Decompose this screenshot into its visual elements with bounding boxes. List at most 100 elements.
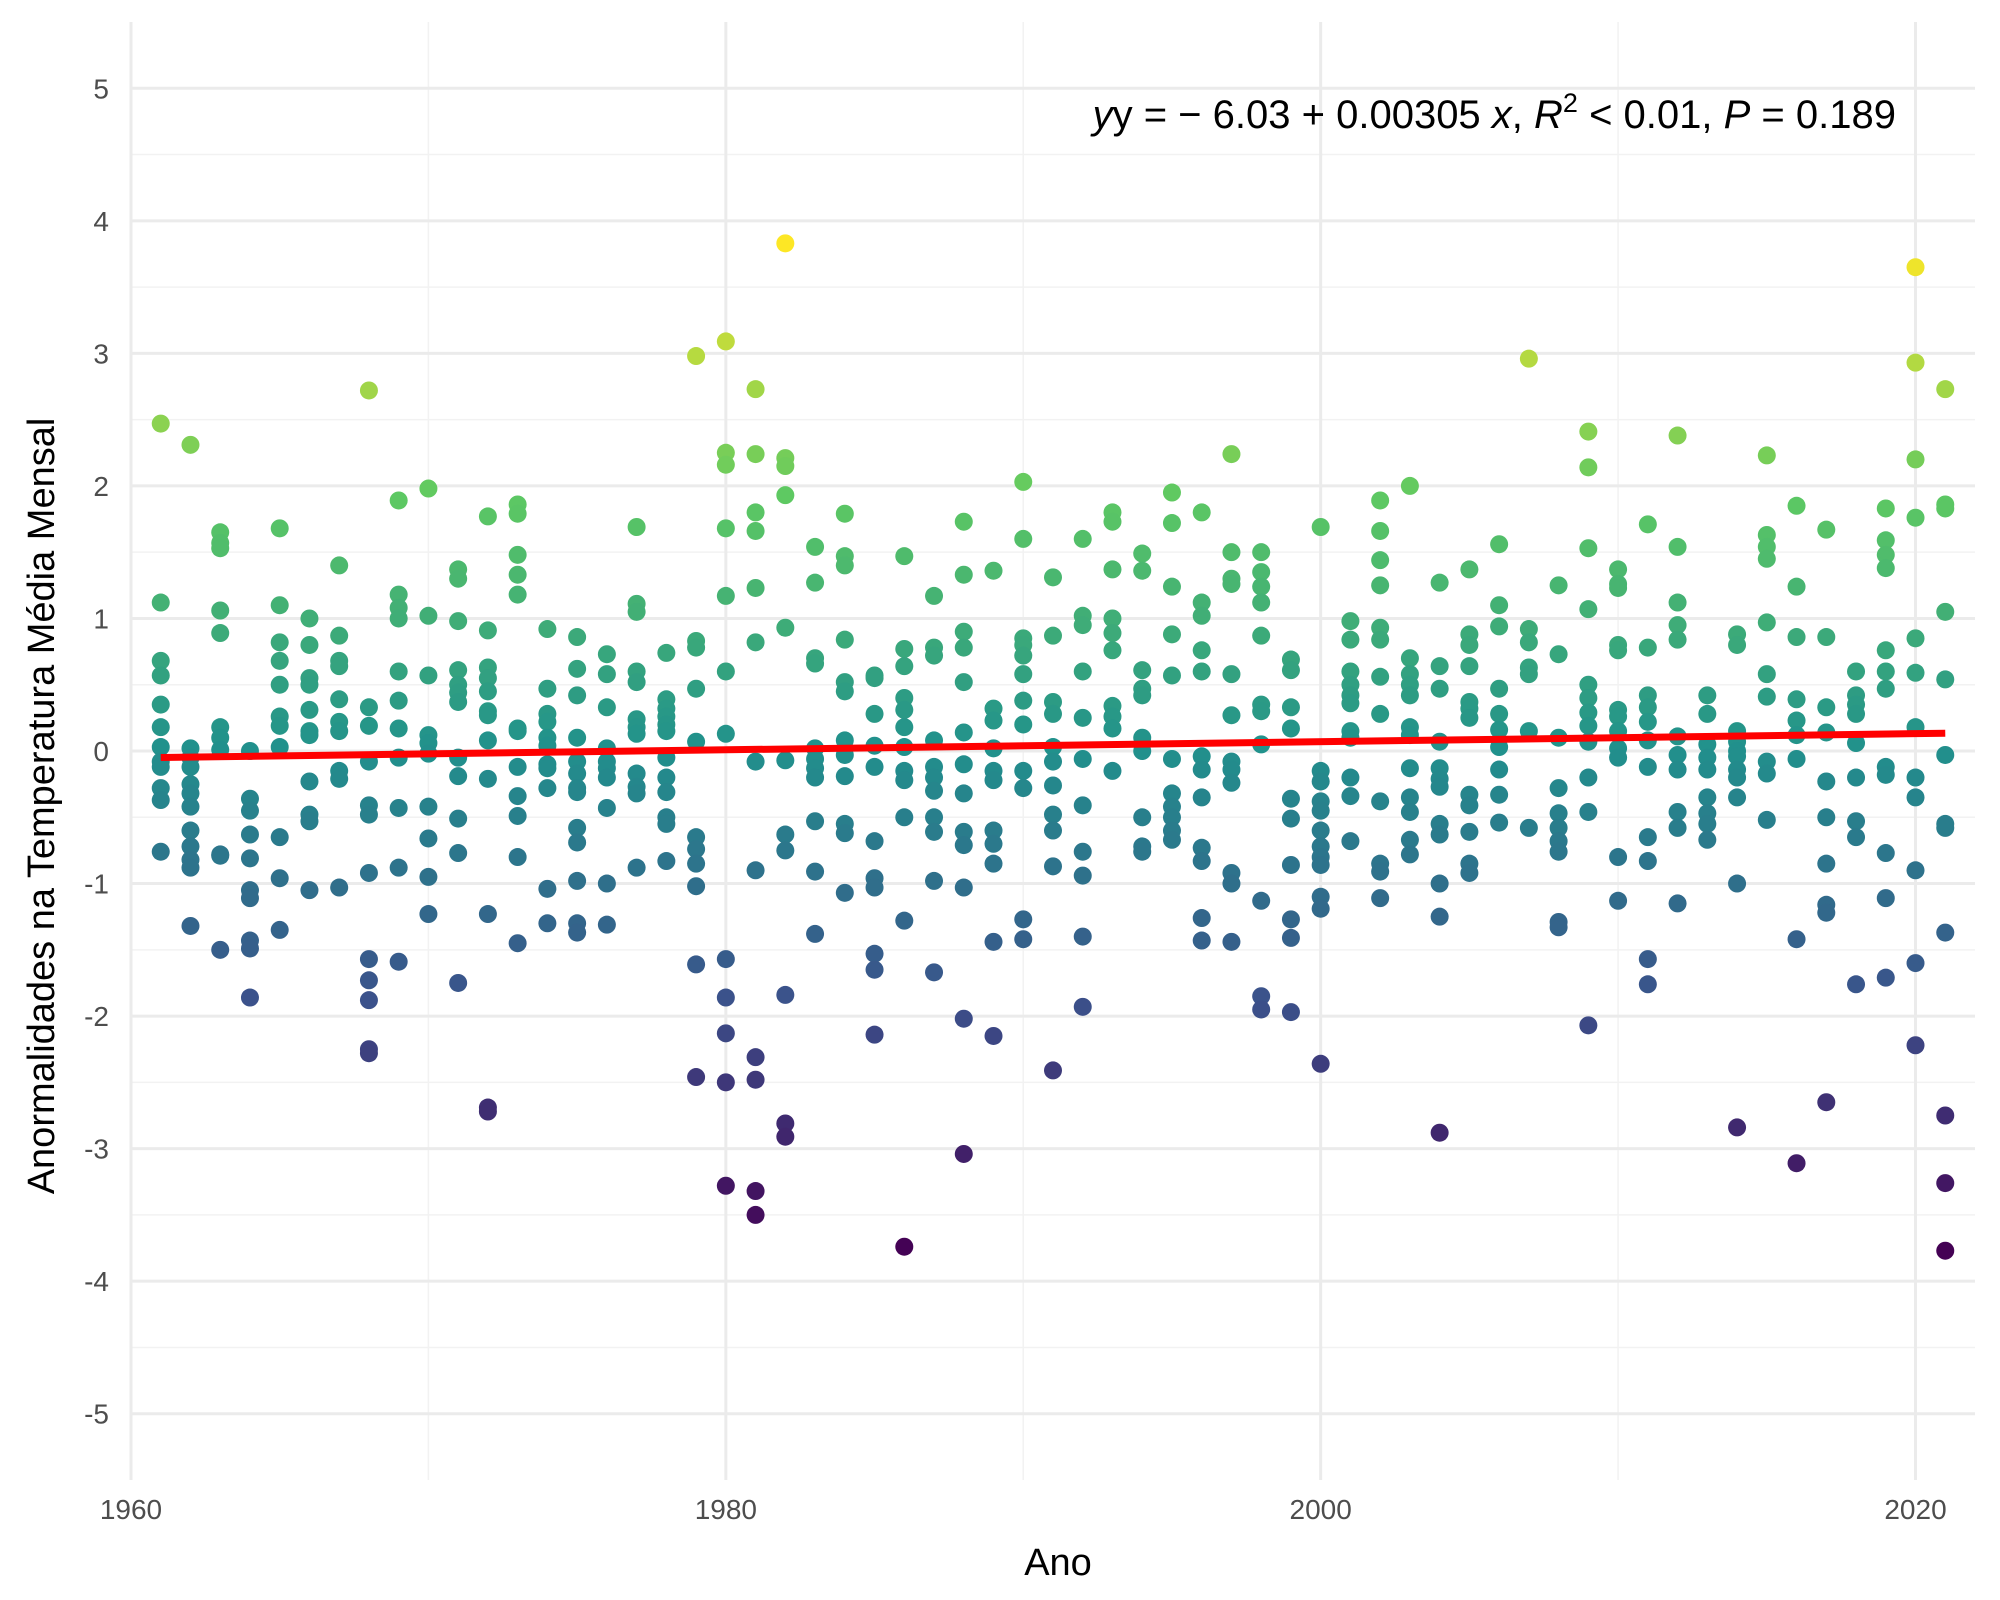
data-point [1400, 686, 1419, 705]
data-point [1371, 704, 1390, 723]
data-point [1430, 825, 1449, 844]
data-point [300, 772, 319, 791]
data-point [508, 806, 527, 825]
x-tick-label: 2020 [1884, 1494, 1946, 1525]
data-point [1936, 1106, 1955, 1125]
data-point [1044, 704, 1062, 723]
eq-p-value: = 0.189 [1750, 93, 1896, 137]
data-point [1757, 764, 1776, 783]
data-point [419, 905, 438, 924]
data-point [984, 854, 1003, 873]
data-point [1460, 635, 1479, 654]
y-tick-label: 4 [93, 206, 109, 237]
data-point [449, 844, 468, 863]
data-point [1876, 559, 1895, 578]
data-point [1609, 641, 1628, 660]
data-point [1252, 577, 1271, 596]
y-tick-label: 1 [93, 603, 109, 634]
data-point [835, 767, 854, 786]
data-point [151, 651, 170, 670]
eq-r-exponent: 2 [1563, 88, 1578, 118]
data-point [1549, 918, 1568, 937]
data-point [508, 545, 527, 564]
data-point [1817, 1093, 1836, 1112]
x-axis-title: Ano [1024, 1542, 1092, 1584]
data-point [1162, 784, 1181, 803]
data-point [1579, 539, 1598, 558]
data-point [1311, 772, 1330, 791]
data-point [835, 824, 854, 843]
data-point [1698, 760, 1717, 779]
data-point [806, 862, 825, 881]
data-point [627, 673, 646, 692]
data-point [895, 1237, 914, 1256]
data-point [1728, 635, 1747, 654]
data-point [300, 812, 319, 831]
data-point [1668, 537, 1687, 556]
data-point [1222, 445, 1241, 464]
data-point [687, 955, 706, 974]
data-point [538, 679, 557, 698]
data-point [1936, 602, 1955, 621]
data-point [1311, 899, 1330, 918]
data-point [1817, 772, 1836, 791]
data-point [1549, 576, 1568, 595]
data-point [835, 556, 854, 575]
data-point [181, 837, 200, 856]
data-point [211, 940, 230, 959]
data-point [1341, 694, 1360, 713]
data-point [1549, 842, 1568, 861]
data-point [1044, 805, 1062, 824]
data-point [746, 521, 765, 540]
data-point [1817, 854, 1836, 873]
data-point [508, 585, 527, 604]
data-point [1638, 975, 1657, 994]
data-point [687, 638, 706, 657]
data-point [211, 846, 230, 865]
data-point [1103, 512, 1122, 531]
data-point [1192, 931, 1211, 950]
data-point [1579, 703, 1598, 722]
data-point [211, 601, 230, 620]
data-point [270, 920, 289, 939]
data-point [1519, 633, 1538, 652]
data-point [1787, 690, 1806, 709]
data-point [449, 973, 468, 992]
data-point [657, 722, 676, 741]
data-point [865, 960, 884, 979]
data-point [151, 593, 170, 612]
data-point [1668, 616, 1687, 635]
data-point [508, 934, 527, 953]
data-point [1222, 665, 1241, 684]
data-point [270, 738, 289, 757]
data-point [1371, 862, 1390, 881]
data-point [568, 728, 587, 747]
y-tick-label: -4 [84, 1266, 109, 1297]
data-point [1906, 450, 1925, 469]
data-point [478, 669, 497, 688]
data-point [716, 1176, 735, 1195]
eq-r-value: < 0.01, [1578, 93, 1724, 137]
data-point [657, 814, 676, 833]
data-point [330, 769, 349, 788]
data-point [865, 832, 884, 851]
data-point [538, 779, 557, 798]
data-point [1073, 529, 1092, 548]
data-point [419, 867, 438, 886]
data-point [449, 569, 468, 588]
data-point [300, 700, 319, 719]
x-tick-label: 1980 [695, 1494, 757, 1525]
data-point [954, 723, 973, 742]
data-point [1222, 706, 1241, 725]
data-point [1757, 613, 1776, 632]
data-point [1906, 629, 1925, 648]
data-point [1638, 757, 1657, 776]
data-point [746, 752, 765, 771]
trend-line [160, 729, 1946, 761]
data-point [1014, 529, 1033, 548]
data-point [1222, 773, 1241, 792]
data-point [478, 621, 497, 640]
data-point [1192, 606, 1211, 625]
data-point [359, 950, 378, 969]
data-point [1014, 715, 1033, 734]
